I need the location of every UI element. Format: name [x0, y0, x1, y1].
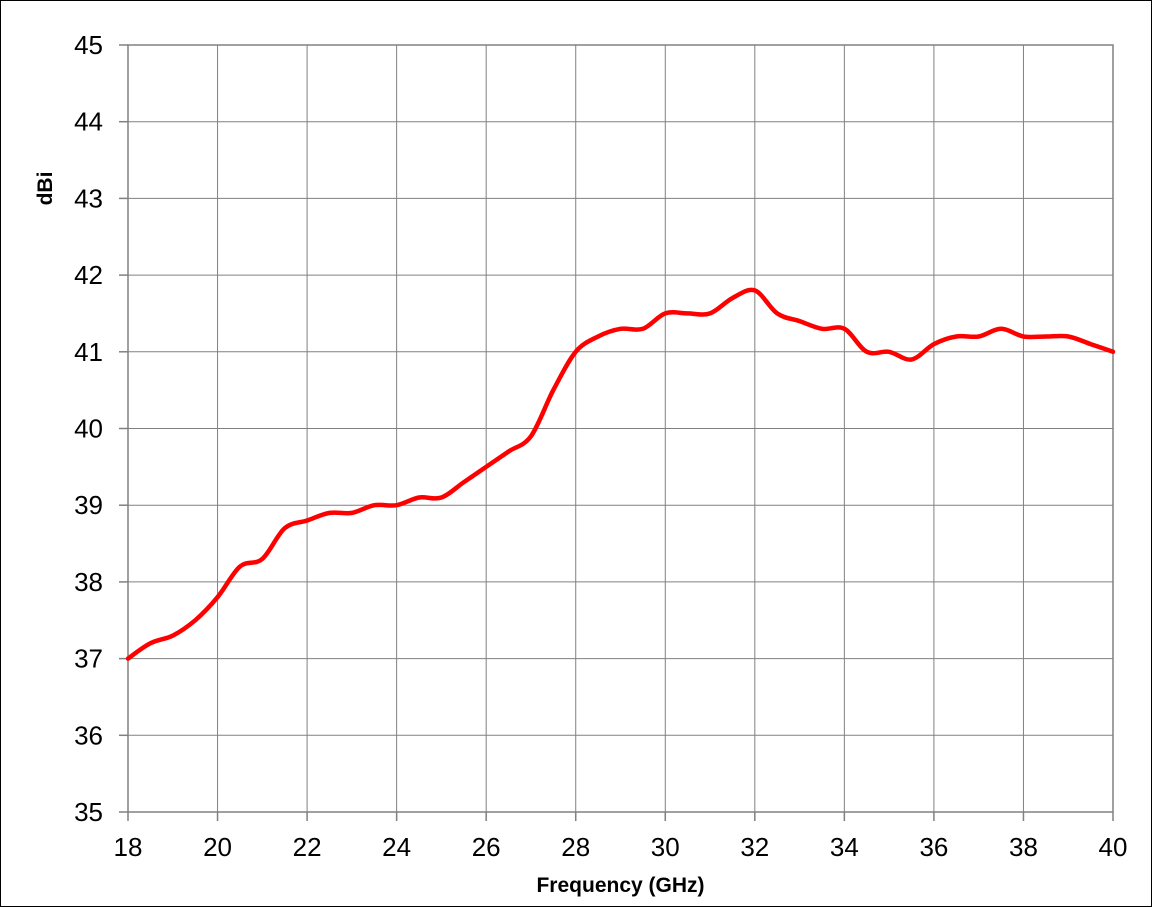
series-line: [125, 287, 1116, 661]
y-tick-label: 36: [74, 720, 103, 750]
y-tick-label: 35: [74, 797, 103, 827]
x-tick-label: 18: [114, 832, 143, 862]
y-tick-label: 40: [74, 414, 103, 444]
y-tick-label: 41: [74, 337, 103, 367]
x-tick-label: 38: [1009, 832, 1038, 862]
x-tick-label: 34: [830, 832, 859, 862]
x-tick-label: 28: [561, 832, 590, 862]
y-tick-label: 45: [74, 30, 103, 60]
x-tick-label: 20: [203, 832, 232, 862]
x-tick-label: 24: [382, 832, 411, 862]
x-tick-label: 40: [1099, 832, 1128, 862]
y-tick-label: 44: [74, 107, 103, 137]
tick-labels: 18 20 22 24 26 28 30 32 34 36 38 40 35 36 37 38 39 40 41 42…: [74, 30, 1127, 862]
x-axis-title: Frequency (GHz): [536, 874, 704, 897]
axis-ticks: [119, 44, 1114, 821]
y-tick-label: 43: [74, 183, 103, 213]
y-tick-label: 38: [74, 567, 103, 597]
series-layer: [125, 287, 1116, 661]
y-axis-title: dBi: [34, 172, 57, 206]
x-tick-label: 26: [472, 832, 501, 862]
x-tick-label: 36: [919, 832, 948, 862]
grid-lines: [128, 45, 1113, 812]
x-tick-label: 30: [651, 832, 680, 862]
y-tick-label: 39: [74, 490, 103, 520]
x-tick-label: 32: [740, 832, 769, 862]
x-tick-label: 22: [293, 832, 322, 862]
y-tick-label: 42: [74, 260, 103, 290]
y-tick-label: 37: [74, 644, 103, 674]
